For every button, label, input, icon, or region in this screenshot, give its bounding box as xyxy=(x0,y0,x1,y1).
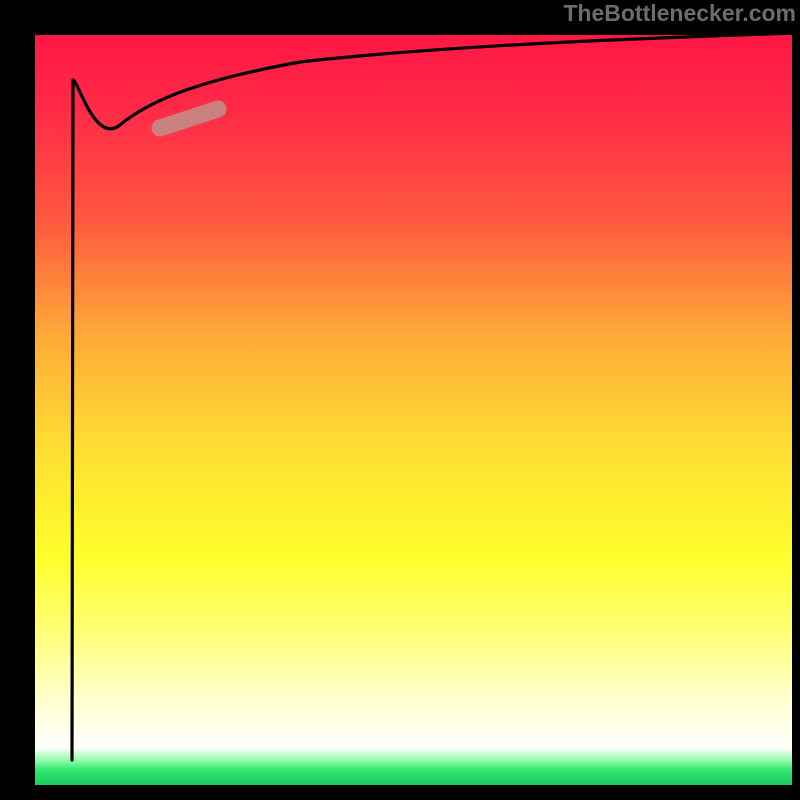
gradient-background xyxy=(35,35,792,785)
plot-area xyxy=(35,35,792,785)
chart-container: TheBottlenecker.com xyxy=(0,0,800,800)
attribution-text: TheBottlenecker.com xyxy=(563,0,796,27)
